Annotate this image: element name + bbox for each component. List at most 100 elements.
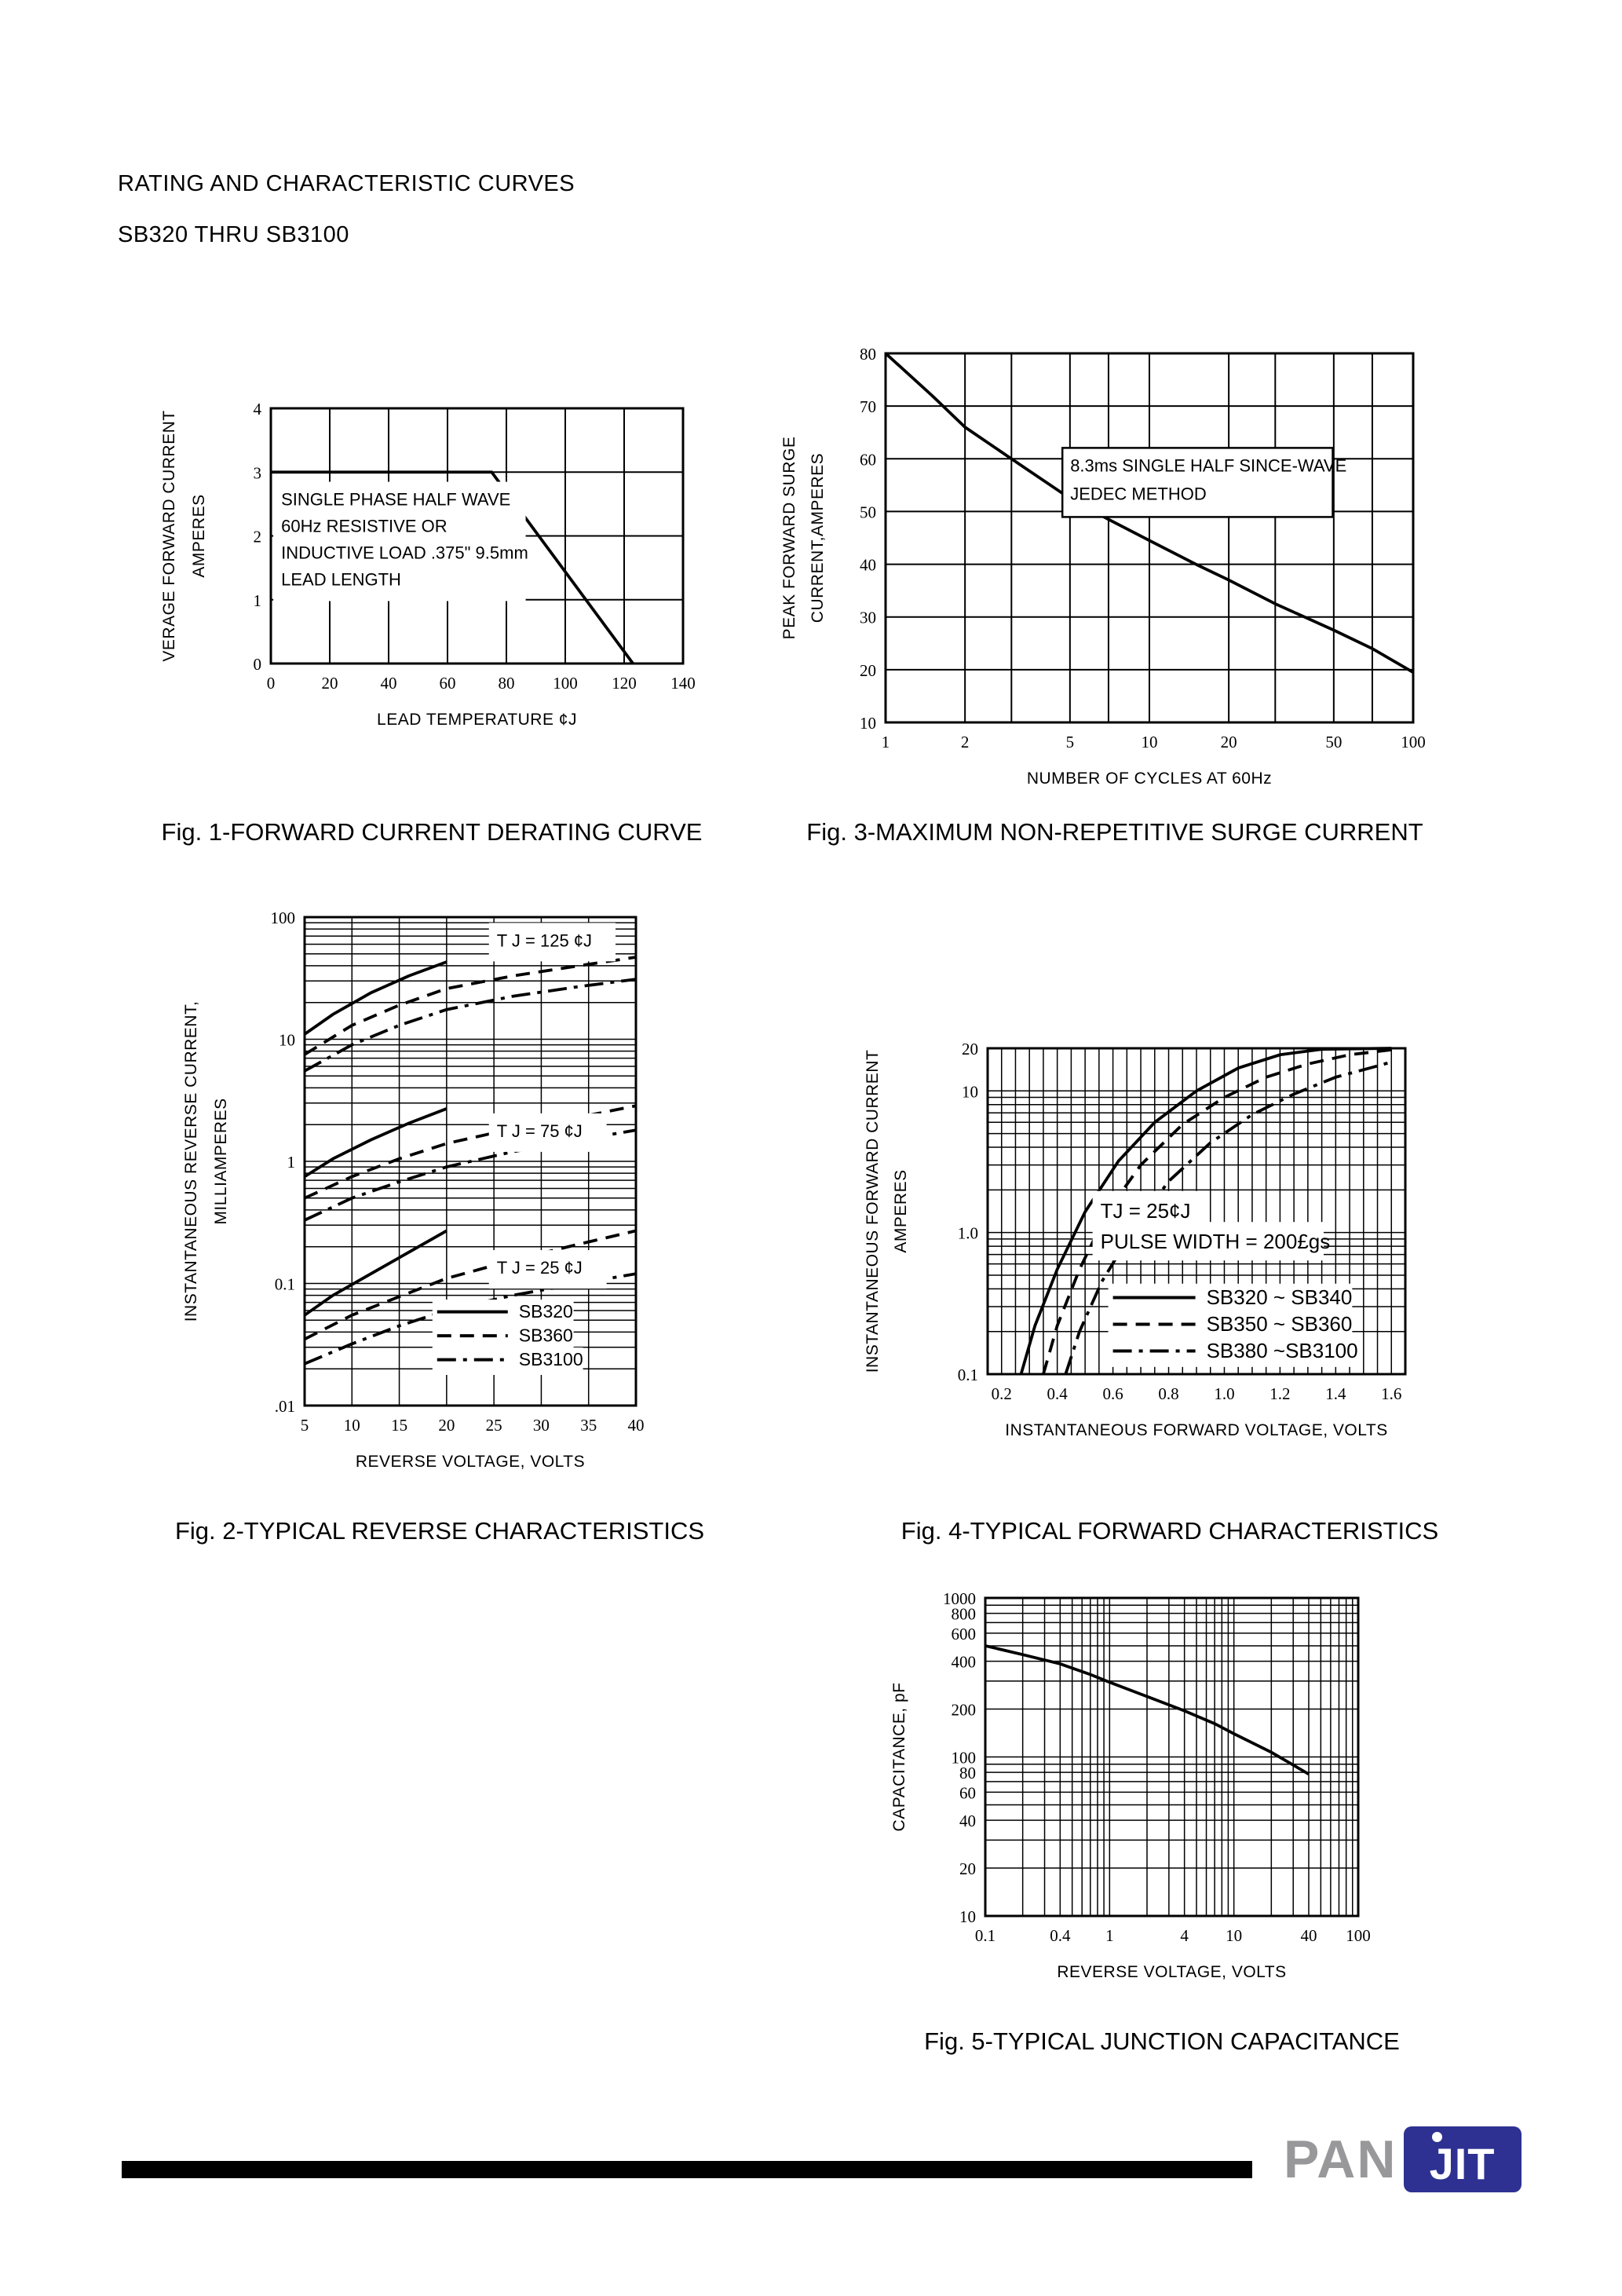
svg-text:4: 4 — [254, 400, 262, 419]
svg-text:50: 50 — [1325, 733, 1342, 751]
annotation-bg — [488, 1113, 607, 1152]
svg-text:1000: 1000 — [943, 1589, 976, 1608]
legend: SB320 SB360 SB3100 — [432, 1300, 583, 1375]
series-SB320-SB340 — [1019, 1047, 1392, 1375]
svg-text:1.6: 1.6 — [1381, 1384, 1401, 1403]
svg-text:140: 140 — [670, 674, 696, 693]
svg-text:10: 10 — [1142, 733, 1158, 751]
svg-text:0.1: 0.1 — [958, 1366, 978, 1384]
svg-text:0.6: 0.6 — [1102, 1384, 1123, 1403]
legend-label: SB320 — [519, 1301, 573, 1322]
svg-text:10: 10 — [860, 714, 876, 733]
series-SB360-TJ75 — [304, 1104, 637, 1200]
svg-text:30: 30 — [533, 1416, 550, 1435]
page-subtitle: SB320 THRU SB3100 — [118, 222, 349, 247]
page-title: RATING AND CHARACTERISTIC CURVES — [118, 171, 575, 196]
svg-text:1.2: 1.2 — [1269, 1384, 1290, 1403]
svg-text:100: 100 — [271, 909, 296, 927]
fig5-capacitance-chart: 0.1 0.4 1 4 10 40 1001020406080100200400600800… — [890, 1589, 1371, 1981]
svg-text:100: 100 — [553, 674, 578, 693]
svg-text:0.2: 0.2 — [992, 1384, 1012, 1403]
svg-text:0.1: 0.1 — [975, 1926, 995, 1945]
annotation-bg — [273, 481, 526, 601]
legend: SB320 ~ SB340 SB350 ~ SB360 SB380 ~SB3100 — [1108, 1283, 1358, 1367]
svg-text:40: 40 — [628, 1416, 645, 1435]
svg-text:60: 60 — [440, 674, 456, 693]
svg-text:20: 20 — [322, 674, 338, 693]
svg-text:0.4: 0.4 — [1047, 1384, 1069, 1403]
series-lines — [271, 470, 634, 665]
tick-labels: 0.1 0.4 1 4 10 40 1001020406080100200400600800… — [943, 1589, 1371, 1945]
plot-annotation: T J = 75 ¢J — [497, 1121, 583, 1141]
plot-annotation: PULSE WIDTH = 200£gs — [1101, 1230, 1331, 1253]
series-SB320-TJ75 — [303, 1107, 448, 1179]
legend-label: SB350 ~ SB360 — [1207, 1312, 1353, 1336]
svg-text:0: 0 — [267, 674, 276, 693]
svg-text:2: 2 — [961, 733, 970, 751]
svg-text:20: 20 — [1221, 733, 1237, 751]
series-SB380-SB3100 — [1064, 1060, 1392, 1375]
svg-text:0.4: 0.4 — [1050, 1926, 1071, 1945]
gridlines — [885, 353, 1414, 723]
svg-text:20: 20 — [438, 1416, 455, 1435]
svg-text:40: 40 — [1300, 1926, 1317, 1945]
svg-text:400: 400 — [952, 1653, 977, 1672]
fig1-derating-chart: SINGLE PHASE HALF WAVE 60Hz RESISTIVE OR I… — [160, 400, 696, 729]
svg-text:20: 20 — [962, 1040, 978, 1058]
gridlines — [985, 1597, 1359, 1917]
svg-text:70: 70 — [860, 397, 876, 416]
fig4-caption: Fig. 4-TYPICAL FORWARD CHARACTERISTICS — [901, 1517, 1439, 1545]
plot-annotation: INDUCTIVE LOAD .375" 9.5mm — [281, 543, 528, 563]
fig3-surge-chart: 8.3ms SINGLE HALF SINCE-WAVE JEDEC METHOD… — [780, 345, 1426, 788]
plot-annotation: TJ = 25¢J — [1101, 1199, 1191, 1223]
fig1-caption: Fig. 1-FORWARD CURRENT DERATING CURVE — [161, 818, 703, 846]
svg-text:10: 10 — [959, 1907, 976, 1926]
y-axis-label: AMPERES — [892, 1169, 910, 1252]
svg-text:200: 200 — [952, 1701, 977, 1720]
svg-text:80: 80 — [860, 345, 876, 364]
svg-text:60: 60 — [860, 450, 876, 469]
plot-border — [269, 407, 685, 665]
tick-labels: 0.2 0.4 0.6 0.8 1.0 1.2 1.4 1.6 20 10 1.0 0.1 — [958, 1040, 1402, 1403]
y-axis-label: INSTANTANEOUS FORWARD CURRENT — [864, 1050, 882, 1373]
x-axis-label: INSTANTANEOUS FORWARD VOLTAGE, VOLTS — [1005, 1421, 1387, 1439]
plot-annotation: T J = 25 ¢J — [497, 1258, 583, 1278]
svg-text:20: 20 — [860, 661, 876, 680]
svg-text:120: 120 — [612, 674, 637, 693]
svg-text:1: 1 — [882, 733, 890, 751]
svg-text:40: 40 — [959, 1812, 976, 1830]
legend-label: SB3100 — [519, 1349, 583, 1369]
plot-annotation: JEDEC METHOD — [1070, 484, 1207, 503]
plot-annotation: T J = 125 ¢J — [497, 930, 592, 950]
svg-text:1.0: 1.0 — [1214, 1384, 1234, 1403]
svg-text:40: 40 — [381, 674, 397, 693]
annotation-bg — [488, 923, 616, 962]
y-axis-label: INSTANTANEOUS REVERSE CURRENT, — [182, 1001, 200, 1322]
svg-text:100: 100 — [952, 1749, 977, 1768]
plot-annotation: 60Hz RESISTIVE OR — [281, 517, 448, 536]
y-axis-label: MILLIAMPERES — [212, 1098, 230, 1224]
plot-annotation: 8.3ms SINGLE HALF SINCE-WAVE — [1070, 455, 1346, 475]
svg-text:100: 100 — [1401, 733, 1426, 751]
footer-rule — [122, 2161, 1252, 2178]
svg-text:80: 80 — [959, 1764, 976, 1782]
svg-text:25: 25 — [486, 1416, 502, 1435]
svg-text:10: 10 — [962, 1082, 978, 1101]
series-max-average-forward-current — [271, 470, 634, 665]
x-axis-label: NUMBER OF CYCLES AT 60Hz — [1027, 770, 1272, 788]
series-SB320-TJ125 — [303, 960, 448, 1036]
svg-text:10: 10 — [279, 1031, 295, 1050]
legend-row-bg — [432, 1347, 583, 1375]
svg-text:40: 40 — [860, 556, 876, 575]
series-SB350-SB360 — [1042, 1048, 1392, 1375]
svg-text:80: 80 — [499, 674, 515, 693]
svg-text:35: 35 — [580, 1416, 597, 1435]
legend-row-bg — [1108, 1336, 1353, 1367]
svg-text:100: 100 — [1346, 1926, 1371, 1945]
plot-border — [986, 1047, 1407, 1376]
annotation-bg — [488, 1250, 607, 1289]
series-lines — [985, 1644, 1310, 1775]
y-axis-label: CAPACITANCE, pF — [890, 1683, 908, 1832]
fig4-forward-chart: TJ = 25¢J PULSE WIDTH = 200£gs SB320 ~ SB3… — [864, 1040, 1407, 1439]
